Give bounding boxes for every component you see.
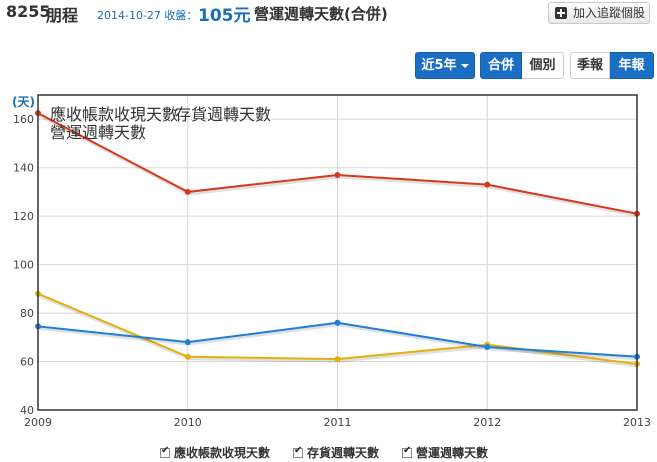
quarterly-button[interactable]: 季報 (570, 52, 610, 79)
x-tick-label: 2011 (324, 416, 352, 429)
caret-down-icon (460, 63, 469, 68)
series-shadow (38, 294, 639, 368)
x-tick-label: 2013 (623, 416, 651, 429)
toggle-inventory[interactable]: 存貨週轉天數 (293, 444, 379, 461)
x-tick-label: 2012 (473, 416, 501, 429)
annual-button[interactable]: 年報 (610, 52, 654, 79)
legend-item: 應收帳款收現天數 (50, 101, 178, 125)
add-watchlist-button[interactable]: 加入追蹤個股 (548, 2, 650, 24)
legend-item: 存貨週轉天數 (175, 101, 271, 125)
toggle-inventory-label: 存貨週轉天數 (307, 446, 380, 460)
data-point[interactable] (334, 356, 341, 363)
close-date-label: 2014-10-27 收盤： (97, 9, 198, 22)
checkbox-icon[interactable] (402, 445, 412, 458)
individual-button[interactable]: 個別 (522, 52, 564, 79)
y-tick-label: 60 (20, 356, 34, 369)
legend-label: 營運週轉天數 (50, 123, 147, 142)
x-tick-label: 2009 (24, 416, 52, 429)
plus-icon (555, 7, 567, 19)
x-tick-label: 2010 (174, 416, 202, 429)
y-tick-label: 40 (20, 404, 34, 417)
checkbox-icon[interactable] (293, 445, 303, 458)
y-axis-unit: (天) (12, 95, 35, 109)
period-dropdown[interactable]: 近5年 (415, 52, 475, 79)
stock-name: 朋程 (46, 6, 79, 25)
consolidated-button[interactable]: 合併 (480, 52, 522, 79)
data-point[interactable] (184, 353, 191, 360)
data-point[interactable] (334, 319, 341, 326)
legend-label: 應收帳款收現天數 (50, 105, 179, 124)
period-dropdown-label: 近5年 (421, 58, 457, 73)
close-price: 105元 (198, 6, 251, 26)
data-point[interactable] (484, 344, 491, 350)
legend-label: 存貨週轉天數 (175, 105, 272, 124)
toggle-receivable-label: 應收帳款收現天數 (174, 446, 271, 460)
data-point[interactable] (184, 339, 191, 346)
toggle-receivable[interactable]: 應收帳款收現天數 (160, 444, 270, 461)
data-point[interactable] (334, 171, 341, 178)
checkbox-icon[interactable] (160, 445, 170, 458)
data-point[interactable] (184, 188, 191, 195)
y-tick-label: 160 (13, 113, 34, 126)
header: 8255 朋程 2014-10-27 收盤： 105元 營運週轉天數(合併) 加… (0, 0, 657, 28)
y-tick-label: 120 (13, 210, 34, 223)
legend-item: 營運週轉天數 (50, 119, 146, 143)
report-title: 營運週轉天數(合併) (254, 5, 388, 23)
toggle-operating-label: 營運週轉天數 (416, 446, 489, 460)
data-point[interactable] (484, 181, 491, 188)
y-tick-label: 140 (13, 162, 34, 175)
stock-code: 8255 (6, 2, 51, 21)
series-shadow (38, 323, 639, 361)
toggle-operating[interactable]: 營運週轉天數 (402, 444, 488, 461)
y-tick-label: 100 (13, 259, 34, 272)
y-tick-label: 80 (20, 307, 34, 320)
operating-days-chart: 40 60 80 100 120 140 160 2009 2010 2011 2012 2013 (13, 94, 651, 429)
add-watchlist-label: 加入追蹤個股 (573, 6, 646, 20)
